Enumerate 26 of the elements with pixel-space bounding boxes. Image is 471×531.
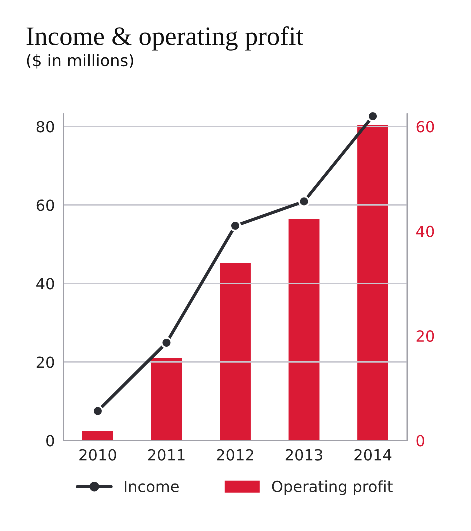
bar [218, 262, 252, 441]
x-tick-label: 2012 [217, 449, 254, 461]
legend-label: Operating profit [272, 480, 393, 496]
y2-tick-label: 20 [416, 330, 434, 342]
point [298, 196, 310, 208]
y-tick-label: 20 [36, 356, 54, 368]
y-tick-label: 60 [36, 200, 54, 212]
y2-tick-label: 60 [416, 121, 434, 133]
x-tick-label: 2013 [286, 449, 322, 461]
x-tick-label: 2014 [354, 449, 392, 461]
chart-subtitle: ($ in millions) [27, 54, 134, 69]
chart-title: Income & operating profit [26, 26, 304, 51]
legend-label: Income [125, 481, 179, 492]
bar [356, 124, 390, 441]
y2-tick-label: 40 [416, 226, 434, 238]
point [161, 337, 172, 349]
y2-tick-label: 0 [416, 435, 424, 447]
point [92, 406, 104, 417]
x-tick-label: 2011 [148, 449, 185, 461]
bar [150, 356, 184, 441]
x-tick-label: 2010 [80, 449, 116, 461]
y-tick-label: 40 [36, 278, 54, 290]
y-tick-label: 0 [46, 435, 54, 447]
bar [287, 218, 322, 441]
bar [81, 430, 115, 441]
y-tick-label: 80 [36, 121, 54, 133]
